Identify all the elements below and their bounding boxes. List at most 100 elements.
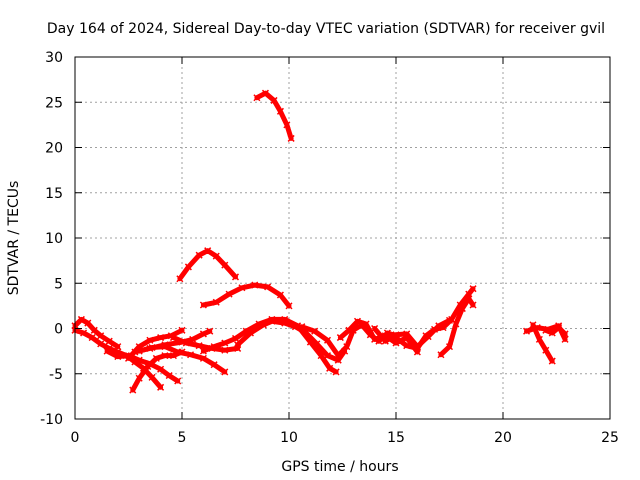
data-point: [135, 347, 143, 355]
data-point: [270, 96, 278, 104]
data-point: [323, 336, 332, 344]
data-point: [381, 337, 389, 345]
series-trace: [170, 335, 241, 353]
y-tick-label: -10: [40, 412, 63, 428]
data-point: [371, 335, 379, 343]
data-point: [199, 301, 207, 309]
data-point: [135, 356, 143, 364]
y-tick-label: 25: [45, 95, 63, 111]
data-point: [561, 335, 569, 343]
x-tick-label: 25: [601, 430, 619, 446]
x-tick-label: 15: [387, 430, 405, 446]
series-arc-10: [135, 343, 229, 376]
data-point: [178, 326, 186, 334]
data-point: [353, 317, 362, 325]
x-tick-label: 0: [71, 430, 80, 446]
data-point: [285, 302, 293, 310]
data-point: [548, 329, 556, 337]
data-point: [332, 368, 340, 376]
data-point: [146, 336, 154, 344]
data-point: [298, 323, 306, 331]
chart-title: Day 164 of 2024, Sidereal Day-to-day VTE…: [47, 21, 605, 37]
grid-lines: [75, 57, 610, 419]
data-point: [210, 361, 218, 369]
data-point: [148, 373, 156, 381]
data-point: [114, 353, 122, 361]
y-tick-label: 10: [45, 231, 63, 247]
data-point: [403, 342, 411, 350]
data-point: [80, 329, 88, 337]
axis-ticks: [74, 56, 611, 420]
data-point: [204, 247, 212, 255]
data-point: [234, 341, 242, 349]
x-tick-label: 20: [494, 430, 512, 446]
series-arc-16: [392, 285, 477, 352]
y-tick-labels: -10 -5 0 5 10 15 20 25 30: [40, 50, 63, 428]
data-point: [195, 251, 203, 259]
data-point: [435, 322, 443, 330]
data-point: [437, 351, 445, 359]
series-arc-02: [176, 247, 240, 283]
data-point: [336, 334, 344, 342]
data-point: [246, 329, 255, 337]
data-point: [345, 326, 353, 334]
data-point: [529, 321, 537, 329]
data-point: [291, 323, 299, 331]
data-point: [221, 346, 229, 354]
data-point: [225, 290, 233, 298]
data-point: [523, 327, 531, 335]
series-trace: [530, 322, 555, 364]
data-point: [174, 348, 182, 356]
data-point: [212, 298, 220, 306]
data-point: [542, 346, 550, 354]
x-axis-title: GPS time / hours: [281, 459, 398, 475]
data-point: [445, 316, 454, 324]
data-point: [124, 354, 133, 362]
data-point: [97, 340, 105, 348]
data-point: [129, 386, 137, 394]
data-point: [276, 107, 284, 115]
data-point: [90, 326, 98, 334]
data-point: [221, 368, 229, 376]
data-point: [187, 351, 195, 359]
x-tick-label: 5: [178, 430, 187, 446]
data-point: [174, 377, 182, 385]
data-point: [469, 301, 477, 309]
data-point: [371, 324, 379, 333]
data-point: [313, 340, 321, 348]
data-point: [199, 330, 207, 338]
data-point: [184, 263, 192, 271]
data-point: [199, 354, 207, 362]
data-point: [182, 339, 190, 347]
series-arc-21: [542, 324, 569, 338]
data-point: [334, 352, 342, 360]
data-point: [165, 372, 173, 380]
data-point: [105, 337, 113, 345]
series-arc-20: [529, 321, 556, 365]
data-point: [323, 352, 332, 360]
data-point: [424, 333, 432, 341]
series-trace: [177, 248, 238, 282]
data-point: [392, 331, 400, 339]
data-point: [176, 275, 184, 283]
data-point: [231, 334, 240, 342]
data-point: [146, 360, 154, 368]
data-point: [103, 347, 111, 355]
data-point: [77, 315, 85, 323]
series-arc-03: [199, 281, 293, 310]
data-point: [231, 273, 240, 281]
data-point: [413, 343, 421, 351]
y-axis-title: SDTVAR / TECUs: [6, 181, 22, 296]
data-point: [362, 320, 370, 328]
data-point: [311, 327, 319, 335]
series-arc-01: [253, 89, 295, 142]
data-point: [261, 89, 269, 97]
data-point: [542, 326, 550, 334]
x-tick-labels: 0 5 10 15 20 25: [71, 430, 619, 446]
data-point: [326, 364, 334, 372]
data-point: [88, 334, 96, 342]
data-point: [465, 295, 473, 303]
data-point: [161, 343, 169, 351]
y-tick-label: 5: [54, 276, 63, 292]
